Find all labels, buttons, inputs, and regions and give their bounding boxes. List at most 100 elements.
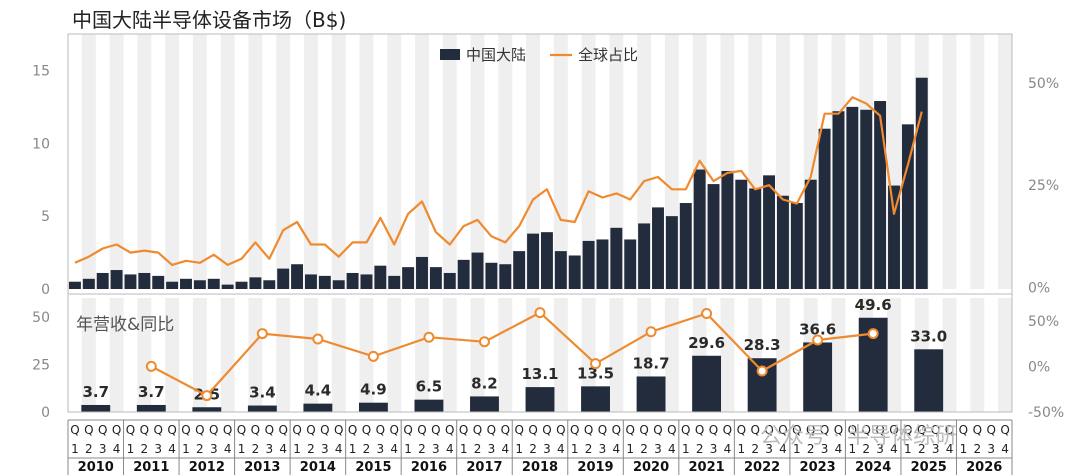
quarter-number: 4	[446, 442, 454, 456]
quarter-q: Q	[431, 423, 440, 437]
quarter-number: 3	[377, 442, 385, 456]
stripe	[998, 34, 1012, 289]
stripe	[553, 34, 568, 289]
quarter-number: 1	[71, 442, 79, 456]
year-label: 2016	[411, 460, 447, 475]
yoy-marker	[812, 334, 824, 346]
annual-bar	[192, 407, 222, 412]
stripe	[887, 298, 901, 412]
quarter-number: 1	[626, 442, 634, 456]
quarter-q: Q	[195, 423, 204, 437]
annual-value-label: 4.9	[360, 381, 387, 399]
stripe	[165, 298, 180, 412]
stripe	[415, 298, 429, 412]
quarter-bar	[568, 255, 581, 289]
quarter-q: Q	[889, 423, 898, 437]
quarter-q: Q	[917, 423, 926, 437]
year-label: 2026	[966, 460, 1002, 475]
yoy-marker	[145, 360, 157, 372]
quarter-number: 4	[224, 442, 232, 456]
annual-bar	[581, 386, 610, 412]
annual-value-label: 49.6	[855, 296, 892, 314]
quarter-q: Q	[945, 423, 954, 437]
stripe	[609, 34, 624, 289]
legend: 中国大陆 全球占比	[440, 46, 638, 64]
quarter-bar	[96, 272, 109, 289]
stripe	[831, 298, 846, 412]
quarter-number: 2	[307, 442, 315, 456]
stripe	[276, 298, 291, 412]
quarter-bar	[832, 111, 845, 289]
annual-value-label: 28.3	[744, 336, 781, 354]
quarter-q: Q	[501, 423, 510, 437]
quarter-bar	[471, 252, 484, 289]
year-label: 2015	[355, 460, 391, 475]
stripe	[942, 34, 957, 289]
quarter-q: Q	[126, 423, 135, 437]
quarter-number: 3	[210, 442, 218, 456]
quarter-number: 4	[390, 442, 398, 456]
quarter-q: Q	[473, 423, 482, 437]
stripe	[220, 34, 235, 289]
quarter-number: 2	[751, 442, 759, 456]
quarter-number: 3	[599, 442, 607, 456]
quarter-number: 4	[501, 442, 509, 456]
quarter-bar	[540, 232, 553, 289]
quarter-bar	[277, 268, 290, 289]
yoy-marker	[201, 390, 213, 402]
quarter-number: 4	[668, 442, 676, 456]
global-share-line	[74, 96, 923, 266]
y-right-tick: 25%	[1028, 178, 1059, 194]
y-right-tick: 50%	[1028, 76, 1059, 92]
quarter-number: 3	[265, 442, 273, 456]
quarter-number: 3	[987, 442, 995, 456]
quarter-number: 3	[654, 442, 662, 456]
quarter-bar	[582, 240, 595, 289]
quarter-q: Q	[1000, 423, 1009, 437]
quarter-number: 2	[418, 442, 426, 456]
stripe	[970, 34, 985, 289]
quarter-number: 1	[404, 442, 412, 456]
annual-value-label: 13.5	[577, 364, 614, 382]
quarter-number: 2	[807, 442, 815, 456]
quarter-number: 3	[543, 442, 551, 456]
quarter-number: 1	[960, 442, 968, 456]
stripe	[970, 298, 985, 412]
quarter-number: 1	[793, 442, 801, 456]
annual-value-label: 3.7	[82, 383, 109, 401]
quarter-q: Q	[167, 423, 176, 437]
quarter-bar	[818, 128, 831, 289]
quarter-q: Q	[792, 423, 801, 437]
y-left-tick: 15	[32, 63, 50, 79]
yoy-marker	[534, 307, 546, 319]
quarter-number: 1	[460, 442, 468, 456]
quarter-q: Q	[986, 423, 995, 437]
yoy-marker	[478, 336, 490, 348]
quarter-bar	[263, 280, 276, 289]
yoy-marker	[756, 365, 768, 377]
quarter-bar	[499, 264, 512, 289]
year-label: 2023	[800, 460, 836, 475]
quarter-number: 1	[737, 442, 745, 456]
stripe	[776, 298, 790, 412]
quarter-number: 3	[765, 442, 773, 456]
quarter-number: 2	[141, 442, 149, 456]
quarter-bar	[318, 275, 331, 289]
quarter-bar	[679, 203, 692, 289]
quarter-number: 3	[821, 442, 829, 456]
y-left-tick: 0	[41, 405, 50, 421]
quarter-q: Q	[528, 423, 537, 437]
quarter-bar	[693, 169, 706, 289]
quarter-q: Q	[862, 423, 871, 437]
stripe	[109, 298, 124, 412]
annual-bar	[247, 405, 277, 412]
quarter-bar	[624, 239, 637, 289]
quarter-q: Q	[70, 423, 79, 437]
year-label: 2024	[855, 460, 891, 475]
quarter-q: Q	[764, 423, 773, 437]
quarter-q: Q	[251, 423, 260, 437]
quarter-q: Q	[445, 423, 454, 437]
stripe	[470, 298, 485, 412]
quarter-bar	[776, 195, 789, 289]
year-label: 2018	[522, 460, 558, 475]
